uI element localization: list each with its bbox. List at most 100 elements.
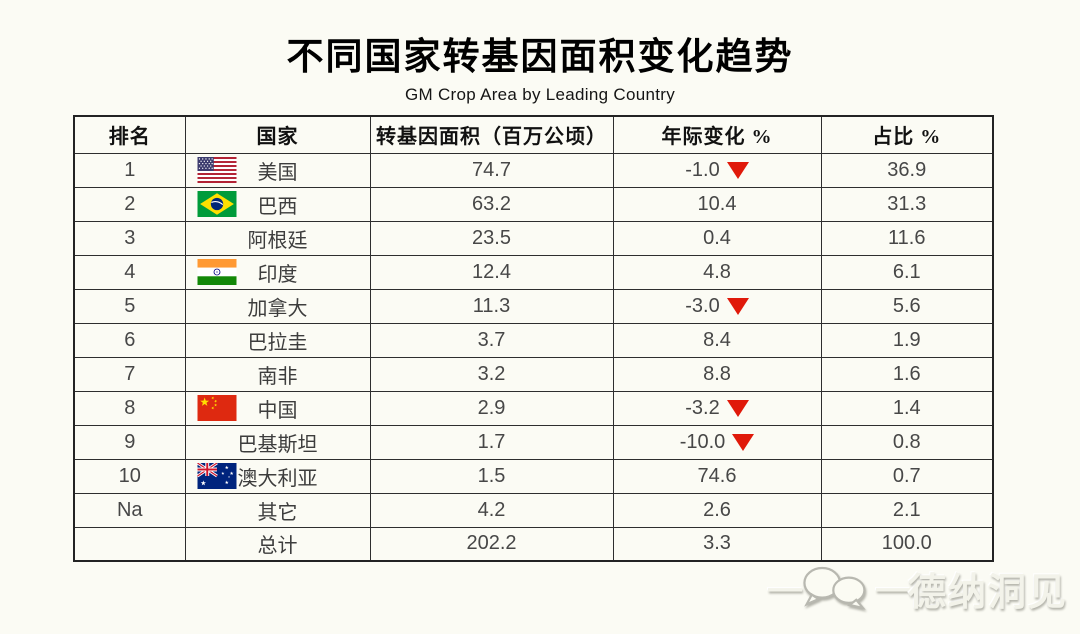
down-triangle-icon (726, 161, 749, 179)
rank-cell: 3 (73, 220, 186, 256)
area-cell: 23.5 (369, 220, 614, 256)
rank-cell: 1 (73, 152, 186, 188)
country-name: 印度 (257, 263, 298, 286)
header-rank: 排名 (73, 115, 186, 154)
country-name: 加拿大 (247, 297, 308, 320)
watermark-text: 德纳洞见 (907, 571, 1068, 614)
share-cell: 1.6 (820, 356, 994, 392)
change-cell: -3.0 (612, 288, 822, 324)
rank-cell: 6 (73, 322, 186, 358)
rank-cell: 2 (73, 186, 186, 222)
br-flag-icon (197, 191, 237, 217)
in-flag-icon (197, 259, 237, 285)
share-cell: 1.4 (820, 390, 994, 426)
country-name: 澳大利亚 (237, 467, 318, 490)
change-value: 3.3 (703, 532, 731, 555)
table-row: 4 印度 12.4 4.8 6.1 (73, 254, 994, 290)
share-cell: 1.9 (820, 322, 994, 358)
table-row: 3 阿根廷 23.5 0.4 11.6 (73, 220, 994, 256)
change-value: 4.8 (703, 260, 731, 283)
change-cell: 0.4 (612, 220, 822, 256)
share-cell: 31.3 (820, 186, 994, 222)
down-triangle-icon (732, 433, 755, 451)
gm-crop-table: 排名 国家 转基因面积（百万公顷） 年际变化 % 占比 % 1 美国 74.7 -1… (73, 115, 994, 562)
header-share: 占比 % (820, 115, 994, 154)
area-cell: 74.7 (369, 152, 614, 188)
change-value: 74.6 (697, 464, 737, 487)
page-title: 不同国家转基因面积变化趋势 (286, 37, 794, 78)
down-triangle-icon (726, 399, 749, 417)
table-row: 6 巴拉圭 3.7 8.4 1.9 (73, 322, 994, 358)
rank-cell: 8 (73, 390, 186, 426)
area-cell: 3.7 (369, 322, 614, 358)
change-cell: -10.0 (612, 424, 822, 460)
change-cell: 3.3 (612, 526, 822, 562)
country-cell: 中国 (184, 390, 371, 426)
header-change: 年际变化 % (612, 115, 822, 154)
table-row: 5 加拿大 11.3 -3.0 5.6 (73, 288, 994, 324)
share-cell: 6.1 (820, 254, 994, 290)
change-value: 8.4 (703, 328, 731, 351)
country-cell: 美国 (184, 152, 371, 188)
country-cell: 巴拉圭 (184, 322, 371, 358)
table-row: 10 澳大利亚 1.5 74.6 0.7 (73, 458, 994, 494)
change-value: 2.6 (703, 498, 731, 521)
rank-cell: 10 (73, 458, 186, 494)
change-value: -3.0 (685, 294, 720, 317)
area-cell: 4.2 (369, 492, 614, 528)
country-name: 巴拉圭 (247, 331, 308, 354)
change-value: -10.0 (679, 430, 726, 453)
rank-cell (73, 526, 186, 562)
change-cell: 74.6 (612, 458, 822, 494)
share-cell: 100.0 (820, 526, 994, 562)
country-cell: 澳大利亚 (184, 458, 371, 494)
country-cell: 印度 (184, 254, 371, 290)
share-cell: 11.6 (820, 220, 994, 256)
country-name: 总计 (257, 535, 298, 558)
page: 不同国家转基因面积变化趋势 GM Crop Area by Leading Co… (0, 26, 1080, 634)
table-row: 2 巴西 63.2 10.4 31.3 (73, 186, 994, 222)
cn-flag-icon (197, 395, 237, 421)
change-cell: 8.4 (612, 322, 822, 358)
table-row: 9 巴基斯坦 1.7 -10.0 0.8 (73, 424, 994, 460)
rank-cell: Na (73, 492, 186, 528)
change-cell: 4.8 (612, 254, 822, 290)
change-cell: 8.8 (612, 356, 822, 392)
table-row: 7 南非 3.2 8.8 1.6 (73, 356, 994, 392)
change-value: -1.0 (685, 158, 720, 181)
share-cell: 0.8 (820, 424, 994, 460)
au-flag-icon (196, 463, 237, 489)
table-row: 1 美国 74.7 -1.0 36.9 (73, 152, 994, 188)
table-row: 总计 202.2 3.3 100.0 (73, 526, 994, 562)
change-value: -3.2 (685, 396, 720, 419)
country-cell: 阿根廷 (184, 220, 371, 256)
country-name: 南非 (257, 365, 298, 388)
country-cell: 加拿大 (184, 288, 371, 324)
rank-cell: 4 (73, 254, 186, 290)
change-cell: 2.6 (612, 492, 822, 528)
us-flag-icon (197, 157, 237, 183)
share-cell: 5.6 (820, 288, 994, 324)
country-cell: 其它 (184, 492, 371, 528)
table-header-row: 排名 国家 转基因面积（百万公顷） 年际变化 % 占比 % (73, 115, 994, 154)
change-cell: -3.2 (612, 390, 822, 426)
table-row: 8 中国 2.9 -3.2 1.4 (73, 390, 994, 426)
country-cell: 南非 (184, 356, 371, 392)
rank-cell: 9 (73, 424, 186, 460)
country-name: 阿根廷 (247, 229, 308, 252)
share-cell: 36.9 (820, 152, 994, 188)
header-area: 转基因面积（百万公顷） (369, 115, 614, 154)
share-cell: 2.1 (820, 492, 994, 528)
header-country: 国家 (184, 115, 371, 154)
change-value: 8.8 (703, 362, 731, 385)
area-cell: 202.2 (369, 526, 614, 562)
area-cell: 3.2 (369, 356, 614, 392)
rank-cell: 7 (73, 356, 186, 392)
country-name: 中国 (257, 399, 298, 422)
country-name: 美国 (257, 161, 298, 184)
change-cell: -1.0 (612, 152, 822, 188)
change-cell: 10.4 (612, 186, 822, 222)
country-name: 巴基斯坦 (237, 433, 318, 456)
country-name: 其它 (257, 501, 298, 524)
table-row: Na 其它 4.2 2.6 2.1 (73, 492, 994, 528)
